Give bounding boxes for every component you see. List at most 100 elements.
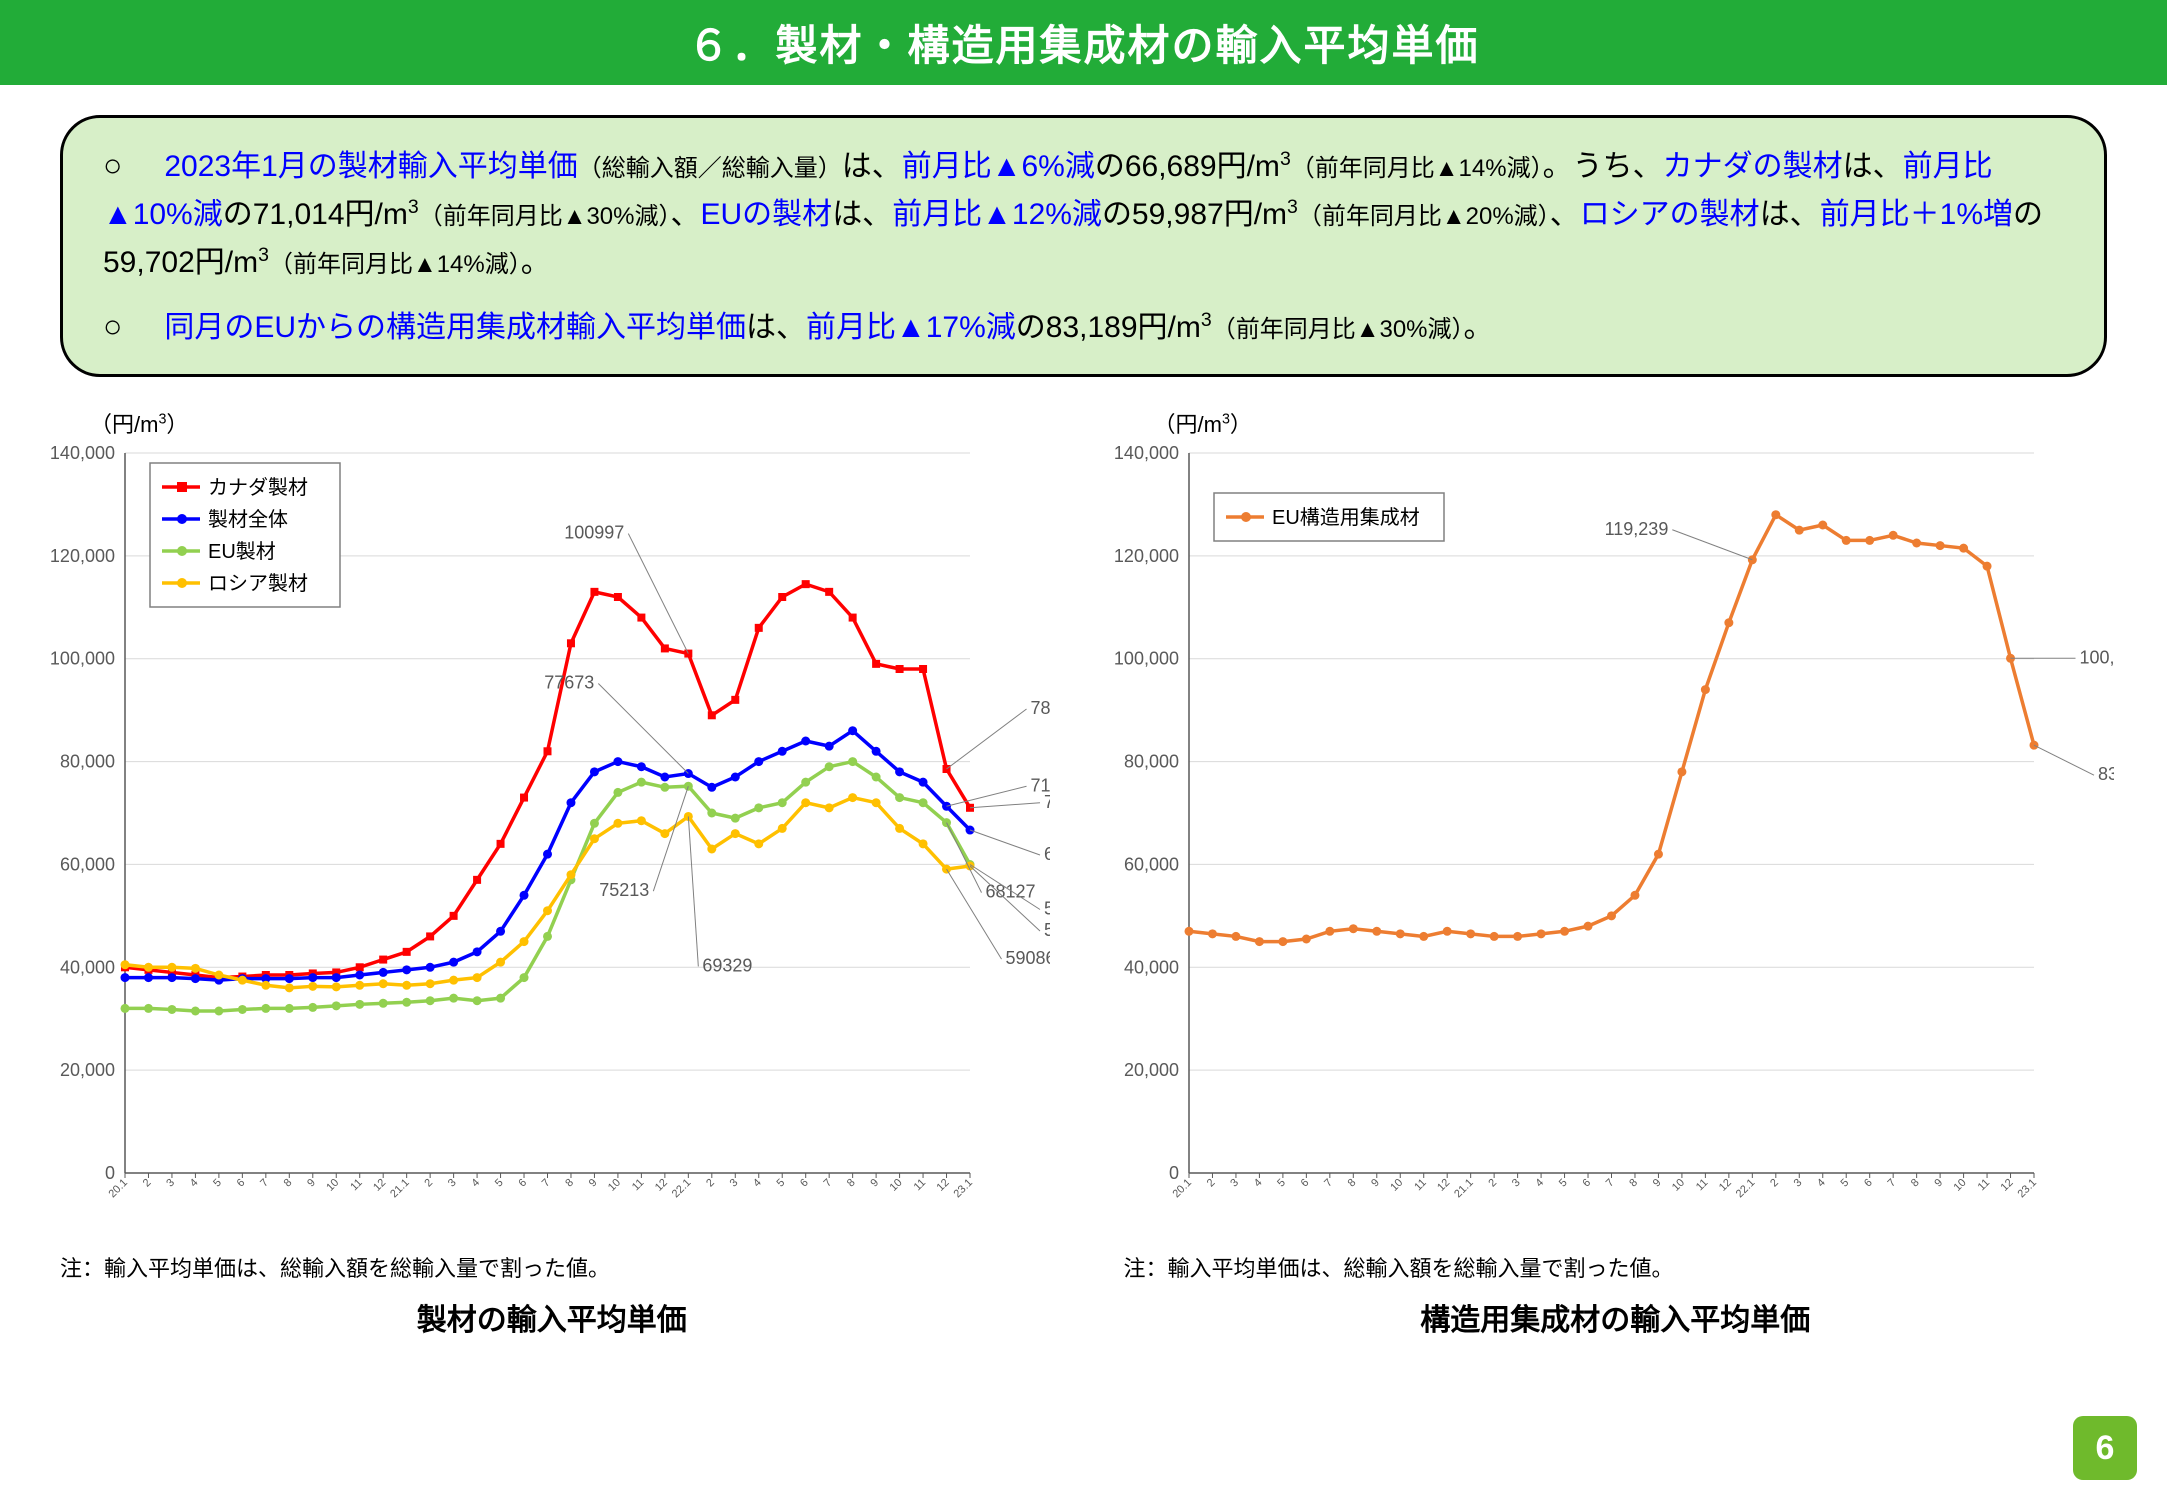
svg-text:6: 6 [798,1177,811,1190]
svg-text:11: 11 [348,1177,365,1194]
svg-text:78554: 78554 [1031,698,1050,718]
svg-text:7: 7 [540,1177,553,1190]
summary-line-2: ○ 同月のEUからの構造用集成材輸入平均単価は、前月比▲17%減の83,189円… [103,301,2064,352]
svg-text:3: 3 [1228,1177,1241,1190]
svg-text:EU構造用集成材: EU構造用集成材 [1272,506,1420,529]
svg-text:11: 11 [912,1177,929,1194]
chart1-note: 注：輸入平均単価は、総輸入額を総輸入量で割った値。 [60,1251,1074,1283]
svg-text:140,000: 140,000 [1113,443,1178,463]
svg-text:11: 11 [1412,1177,1429,1194]
chart2-title: 構造用集成材の輸入平均単価 [1094,1295,2138,1339]
svg-text:2: 2 [422,1177,435,1190]
chart1-title: 製材の輸入平均単価 [30,1295,1074,1339]
svg-text:80,000: 80,000 [60,752,115,772]
svg-text:59987: 59987 [1044,899,1050,919]
svg-text:83,189: 83,189 [2098,765,2114,785]
svg-text:11: 11 [1693,1177,1710,1194]
svg-text:2: 2 [1486,1177,1499,1190]
charts-row: （円/m3） 020,00040,00060,00080,000100,0001… [0,397,2167,1339]
svg-text:2: 2 [704,1177,717,1190]
svg-text:140,000: 140,000 [50,443,115,463]
svg-text:2: 2 [1768,1177,1781,1190]
svg-text:5: 5 [1838,1177,1851,1190]
svg-text:10: 10 [606,1177,623,1194]
svg-text:11: 11 [630,1177,647,1194]
svg-text:100,000: 100,000 [50,649,115,669]
svg-text:6: 6 [235,1177,248,1190]
svg-text:4: 4 [1251,1177,1264,1190]
svg-text:5: 5 [493,1177,506,1190]
svg-text:6: 6 [1298,1177,1311,1190]
svg-text:10: 10 [324,1177,341,1194]
page-title-bar: ６．製材・構造用集成材の輸入平均単価 [0,0,2167,85]
svg-text:12: 12 [371,1177,388,1194]
svg-text:7: 7 [1885,1177,1898,1190]
svg-text:21.1: 21.1 [1452,1177,1476,1201]
svg-text:5: 5 [1556,1177,1569,1190]
svg-text:8: 8 [1908,1177,1921,1190]
svg-text:119,239: 119,239 [1604,519,1668,539]
svg-text:4: 4 [1815,1177,1828,1190]
svg-text:6: 6 [1580,1177,1593,1190]
svg-text:120,000: 120,000 [1113,546,1178,566]
svg-text:2: 2 [1204,1177,1217,1190]
svg-text:7: 7 [258,1177,271,1190]
svg-text:59086: 59086 [1006,949,1050,969]
svg-text:カナダ製材: カナダ製材 [208,476,308,499]
chart-glulam: 020,00040,00060,00080,000100,000120,0001… [1094,443,2114,1243]
svg-text:4: 4 [469,1177,482,1190]
svg-text:3: 3 [1509,1177,1522,1190]
svg-text:5: 5 [211,1177,224,1190]
svg-text:80,000: 80,000 [1123,752,1178,772]
svg-text:8: 8 [1627,1177,1640,1190]
svg-text:21.1: 21.1 [388,1177,412,1201]
svg-text:製材全体: 製材全体 [208,508,288,531]
svg-text:9: 9 [305,1177,318,1190]
svg-text:10: 10 [1388,1177,1405,1194]
chart-lumber: 020,00040,00060,00080,000100,000120,0001… [30,443,1050,1243]
svg-text:9: 9 [1369,1177,1382,1190]
svg-text:3: 3 [728,1177,741,1190]
svg-text:ロシア製材: ロシア製材 [208,572,308,595]
svg-text:68127: 68127 [986,882,1036,902]
svg-text:9: 9 [587,1177,600,1190]
svg-text:40,000: 40,000 [1123,958,1178,978]
svg-text:12: 12 [935,1177,952,1194]
svg-text:3: 3 [446,1177,459,1190]
svg-text:60,000: 60,000 [1123,855,1178,875]
svg-text:100997: 100997 [564,523,624,543]
svg-text:12: 12 [1435,1177,1452,1194]
svg-text:12: 12 [1716,1177,1733,1194]
svg-text:120,000: 120,000 [50,546,115,566]
svg-text:4: 4 [751,1177,764,1190]
chart2-note: 注：輸入平均単価は、総輸入額を総輸入量で割った値。 [1124,1251,2138,1283]
svg-text:5: 5 [775,1177,788,1190]
svg-text:EU製材: EU製材 [208,540,276,563]
svg-text:23.1: 23.1 [2015,1177,2039,1201]
svg-text:77673: 77673 [544,673,594,693]
svg-text:20,000: 20,000 [60,1061,115,1081]
svg-text:20,000: 20,000 [1123,1061,1178,1081]
svg-text:22.1: 22.1 [1733,1177,1757,1201]
svg-text:9: 9 [868,1177,881,1190]
svg-text:10: 10 [1951,1177,1968,1194]
page-title: ６．製材・構造用集成材の輸入平均単価 [687,22,1479,69]
svg-text:12: 12 [653,1177,670,1194]
svg-text:4: 4 [1533,1177,1546,1190]
svg-text:71014: 71014 [1044,792,1050,812]
svg-text:10: 10 [888,1177,905,1194]
summary-line-1: ○ 2023年1月の製材輸入平均単価（総輸入額／総輸入量）は、前月比▲6%減の6… [103,140,2064,287]
svg-text:59702: 59702 [1044,920,1050,940]
svg-text:100,000: 100,000 [1113,649,1178,669]
svg-text:69329: 69329 [702,956,752,976]
svg-text:60,000: 60,000 [60,855,115,875]
svg-text:23.1: 23.1 [951,1177,975,1201]
svg-text:10: 10 [1669,1177,1686,1194]
svg-text:11: 11 [1975,1177,1992,1194]
svg-text:7: 7 [1322,1177,1335,1190]
svg-text:8: 8 [845,1177,858,1190]
y-unit-left: （円/m3） [90,407,1074,439]
svg-text:66689: 66689 [1044,844,1050,864]
svg-text:4: 4 [188,1177,201,1190]
svg-text:2: 2 [141,1177,154,1190]
